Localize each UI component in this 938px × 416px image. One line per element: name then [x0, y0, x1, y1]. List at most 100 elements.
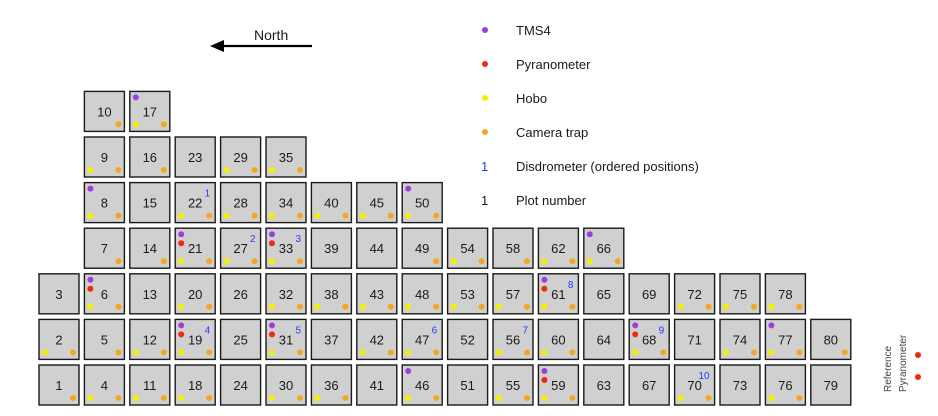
plot-44: 44 — [356, 227, 398, 269]
hobo-dot — [541, 303, 548, 310]
hobo-dot — [450, 303, 457, 310]
plot-18: 18 — [174, 364, 216, 406]
hobo-dot — [541, 395, 548, 401]
hobo-dot — [269, 303, 275, 310]
plot-number: 16 — [143, 150, 157, 165]
hobo-dot — [223, 258, 230, 265]
disdrometer-number: 8 — [568, 280, 574, 291]
tms4-dot — [405, 185, 412, 192]
hobo-dot — [178, 212, 185, 219]
camera-trap-dot — [387, 303, 394, 310]
plot-box — [38, 273, 80, 315]
hobo-dot — [450, 258, 457, 265]
plot-1: 1 — [38, 364, 80, 406]
plot-box — [174, 136, 216, 178]
hobo-dot — [723, 303, 729, 310]
plot-number: 45 — [370, 196, 384, 211]
camera-trap-dot — [569, 349, 576, 356]
plot-3: 3 — [38, 273, 80, 315]
camera-trap-dot — [206, 258, 213, 265]
plot-76: 76 — [764, 364, 807, 406]
hobo-dot — [405, 395, 412, 401]
plot-27: 272 — [219, 227, 262, 269]
pyranometer-dot — [87, 285, 94, 292]
plot-number: 1 — [55, 378, 62, 393]
plot-58: 58 — [492, 227, 534, 269]
pyranometer-dot — [178, 240, 185, 247]
plot-19: 194 — [174, 318, 216, 361]
plot-number: 22 — [188, 196, 202, 211]
plot-box — [810, 364, 852, 406]
plot-box — [310, 227, 353, 269]
plot-65: 65 — [583, 273, 625, 315]
disdrometer-number: 1 — [205, 189, 211, 200]
plot-number: 27 — [233, 241, 247, 256]
plot-36: 36 — [310, 364, 353, 406]
plot-6: 6 — [83, 273, 126, 315]
hobo-dot — [178, 349, 185, 356]
disdrometer-number: 9 — [659, 325, 665, 336]
hobo-dot — [677, 303, 684, 310]
plot-number: 37 — [324, 332, 338, 347]
camera-trap-dot — [251, 167, 258, 173]
plot-number: 73 — [733, 378, 747, 393]
pyranometer-dot — [178, 331, 185, 338]
plot-37: 37 — [310, 318, 353, 361]
camera-trap-dot — [115, 121, 122, 128]
hobo-dot — [178, 395, 185, 401]
plot-grid: 1234567891011121314151617181942021221232… — [38, 90, 852, 406]
hobo-dot — [677, 395, 684, 401]
plot-30: 30 — [265, 364, 307, 406]
camera-trap-dot — [524, 258, 530, 265]
plot-number: 58 — [506, 241, 520, 256]
hobo-dot — [314, 303, 321, 310]
plot-number: 41 — [370, 378, 384, 393]
hobo-dot — [496, 395, 502, 401]
camera-trap-dot — [387, 349, 394, 356]
plot-61: 618 — [537, 273, 580, 315]
legend-pyranometer-dot — [482, 61, 488, 67]
plot-number: 24 — [233, 378, 247, 393]
legend-tms4-label: TMS4 — [516, 23, 551, 38]
hobo-dot — [768, 303, 775, 310]
plot-number: 80 — [824, 332, 838, 347]
camera-trap-dot — [206, 212, 213, 219]
plot-number: 31 — [279, 332, 293, 347]
plot-80: 80 — [810, 318, 852, 361]
tms4-dot — [269, 322, 275, 329]
plot-number: 36 — [324, 378, 338, 393]
camera-trap-dot — [796, 303, 803, 310]
plot-16: 16 — [129, 136, 171, 178]
camera-trap-dot — [115, 167, 122, 173]
hobo-dot — [132, 395, 139, 401]
hobo-dot — [269, 167, 275, 173]
plot-77: 77 — [764, 318, 807, 361]
hobo-dot — [132, 121, 139, 128]
plot-40: 40 — [310, 181, 353, 224]
reference-pyranometer-dot — [915, 352, 921, 358]
plot-number: 35 — [279, 150, 293, 165]
plot-number: 66 — [597, 241, 611, 256]
camera-trap-dot — [115, 212, 122, 219]
hobo-dot — [496, 303, 502, 310]
plot-box — [719, 364, 761, 406]
plot-number: 55 — [506, 378, 520, 393]
plot-38: 38 — [310, 273, 353, 315]
plot-number: 64 — [597, 332, 611, 347]
camera-trap-dot — [705, 303, 712, 310]
plot-22: 221 — [174, 181, 216, 224]
camera-trap-dot — [796, 349, 803, 356]
tms4-dot — [632, 322, 639, 329]
legend-hobo-dot — [482, 95, 488, 101]
plot-34: 34 — [265, 181, 307, 224]
plot-number: 43 — [370, 287, 384, 302]
reference-pyranometer: Reference Pyranometer — [883, 334, 921, 392]
plot-15: 15 — [129, 181, 171, 224]
hobo-dot — [359, 212, 366, 219]
plot-box — [446, 318, 489, 361]
plot-73: 73 — [719, 364, 761, 406]
plot-number: 40 — [324, 196, 338, 211]
camera-trap-dot — [297, 258, 303, 265]
tms4-dot — [178, 322, 185, 329]
hobo-dot — [42, 349, 48, 356]
